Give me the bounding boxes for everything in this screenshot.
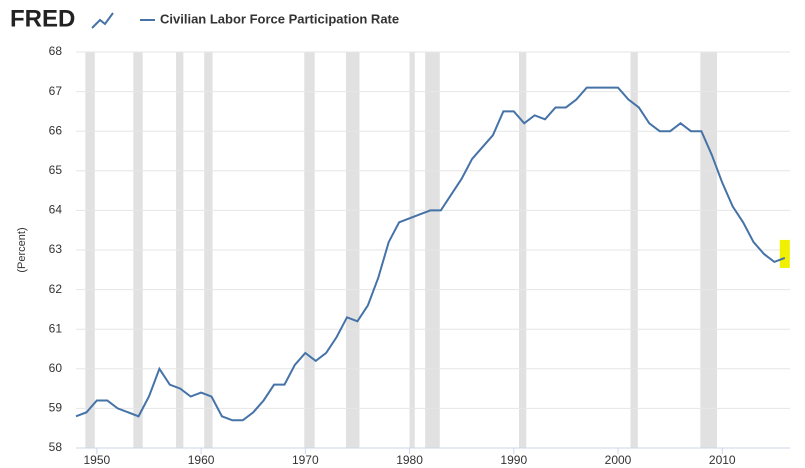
logo: FRED [10, 5, 75, 32]
x-tick-label: 1990 [500, 453, 527, 467]
y-tick-label: 60 [49, 361, 63, 375]
y-tick-label: 61 [49, 321, 63, 335]
y-tick-label: 58 [49, 440, 63, 454]
series-line [75, 86, 786, 422]
x-tick-label: 1980 [396, 453, 423, 467]
logo-icon [91, 12, 114, 29]
y-axis-label: (Percent) [16, 227, 28, 272]
x-tick-label: 2010 [709, 453, 736, 467]
x-tick-label: 1950 [83, 453, 110, 467]
x-tick-label: 1970 [292, 453, 319, 467]
legend-label: Civilian Labor Force Participation Rate [160, 11, 399, 26]
x-tick-label: 1960 [188, 453, 215, 467]
x-tick-label: 2000 [605, 453, 632, 467]
y-tick-label: 68 [49, 44, 63, 58]
highlight [779, 239, 790, 268]
y-tick-label: 64 [49, 203, 63, 217]
y-tick-label: 66 [49, 123, 63, 137]
y-tick-label: 59 [49, 401, 63, 415]
y-tick-label: 65 [49, 163, 63, 177]
y-tick-label: 63 [49, 242, 63, 256]
y-tick-label: 67 [49, 84, 63, 98]
y-tick-label: 62 [49, 282, 63, 296]
